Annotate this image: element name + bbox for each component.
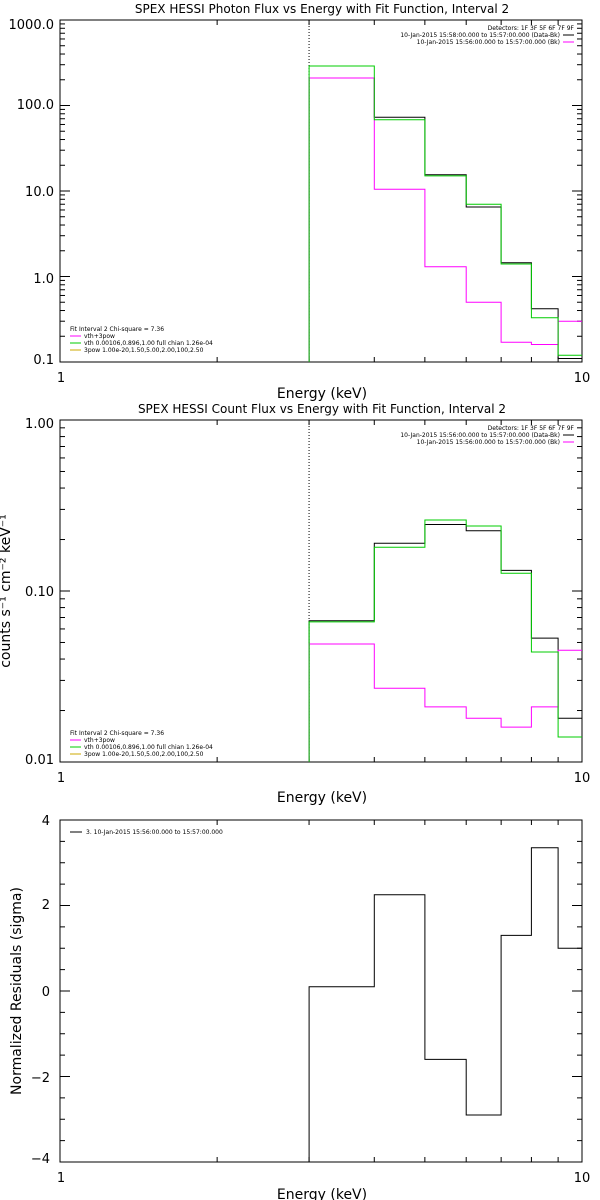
residuals-legend-text: 3. 10-Jan-2015 15:56:00.000 to 15:57:00.… xyxy=(86,829,223,836)
count-flux-legend-top: Detectors: 1F 3F 5F 6F 7F 9F 10-Jan-2015… xyxy=(400,425,574,446)
count-flux-series-data-bk xyxy=(308,524,582,762)
photon-flux-detectors: Detectors: 1F 3F 5F 6F 7F 9F xyxy=(488,25,575,32)
count-flux-series-background xyxy=(308,643,582,762)
photon-flux-legend-top: Detectors: 1F 3F 5F 6F 7F 9F 10-Jan-2015… xyxy=(400,25,574,46)
photon-flux-ytick-100: 100.0 xyxy=(17,98,54,113)
residuals-ytick-minus4: −4 xyxy=(31,1152,50,1167)
count-flux-legend-data: 10-Jan-2015 15:56:00.000 to 15:57:00.000… xyxy=(400,432,560,439)
residuals-axis-ticks xyxy=(59,819,583,1163)
photon-flux-xtick-10: 10 xyxy=(574,371,591,386)
photon-flux-ytick-1000: 1000.0 xyxy=(9,18,55,33)
residuals-series-residuals xyxy=(308,847,582,1162)
count-flux-xlabel: Energy (keV) xyxy=(277,790,367,806)
count-flux-ytick-0.01: 0.01 xyxy=(25,753,54,768)
photon-flux-frame xyxy=(59,19,583,363)
residuals-ytick-minus2: −2 xyxy=(31,1071,50,1086)
count-flux-fit-header: Fit Interval 2 Chi-square = 7.36 xyxy=(70,730,164,737)
photon-flux-ytick-1: 1.0 xyxy=(33,272,54,287)
residuals-ytick-0: 0 xyxy=(42,985,50,1000)
photon-flux-legend-bk: 10-Jan-2015 15:56:00.000 to 15:57:00.000… xyxy=(417,39,560,46)
residuals-legend: 3. 10-Jan-2015 15:56:00.000 to 15:57:00.… xyxy=(70,829,223,836)
count-flux-title: SPEX HESSI Count Flux vs Energy with Fit… xyxy=(138,402,506,416)
photon-flux-series-data-bk xyxy=(308,77,582,362)
residuals-xtick-10: 10 xyxy=(574,1171,591,1186)
count-flux-detectors: Detectors: 1F 3F 5F 6F 7F 9F xyxy=(488,425,575,432)
residuals-series xyxy=(308,847,582,1162)
photon-flux-panel: SPEX HESSI Photon Flux vs Energy with Fi… xyxy=(9,2,591,402)
count-flux-xtick-10: 10 xyxy=(574,771,591,786)
count-flux-legend-3pow: 3pow 1.00e-20,1.50,5.00,2.00,100,2.50 xyxy=(84,751,204,758)
photon-flux-series xyxy=(308,65,582,362)
residuals-ytick-4: 4 xyxy=(42,814,50,829)
count-flux-xtick-1: 1 xyxy=(57,771,65,786)
count-flux-axis-ticks xyxy=(59,419,583,763)
photon-flux-axis-ticks xyxy=(59,19,583,363)
photon-flux-legend-model: vth+3pow xyxy=(84,333,115,340)
count-flux-series-fit xyxy=(308,519,582,762)
photon-flux-legend-vth: vth 0.00106,0.896,1.00 full chian 1.26e-… xyxy=(84,340,213,347)
count-flux-ytick-1.00: 1.00 xyxy=(25,417,54,432)
count-flux-frame xyxy=(59,419,583,763)
count-flux-legend-bk: 10-Jan-2015 15:56:00.000 to 15:57:00.000… xyxy=(417,439,560,446)
count-flux-series xyxy=(308,519,582,762)
count-flux-panel: SPEX HESSI Count Flux vs Energy with Fit… xyxy=(0,402,590,806)
residuals-ylabel: Normalized Residuals (sigma) xyxy=(9,887,25,1095)
count-flux-ylabel: counts s⁻¹ cm⁻² keV⁻¹ xyxy=(0,514,14,668)
photon-flux-series-background xyxy=(308,77,582,362)
photon-flux-ytick-0.1: 0.1 xyxy=(33,353,54,368)
count-flux-legend-bottom: Fit Interval 2 Chi-square = 7.36 vth+3po… xyxy=(70,730,213,758)
photon-flux-legend-data: 10-Jan-2015 15:58:00.000 to 15:57:00.000… xyxy=(400,32,560,39)
photon-flux-legend-3pow: 3pow 1.00e-20,1.50,5.00,2.00,100,2.50 xyxy=(84,347,204,354)
photon-flux-xlabel: Energy (keV) xyxy=(277,386,367,402)
residuals-ytick-2: 2 xyxy=(42,898,50,913)
residuals-xtick-1: 1 xyxy=(57,1171,65,1186)
count-flux-legend-model: vth+3pow xyxy=(84,737,115,744)
photon-flux-legend-bottom: Fit Interval 2 Chi-square = 7.36 vth+3po… xyxy=(70,326,213,354)
photon-flux-title: SPEX HESSI Photon Flux vs Energy with Fi… xyxy=(135,2,509,16)
count-flux-ytick-0.10: 0.10 xyxy=(25,585,54,600)
residuals-frame xyxy=(59,819,583,1163)
photon-flux-fit-header: Fit Interval 2 Chi-square = 7.36 xyxy=(70,326,164,333)
photon-flux-series-fit xyxy=(308,65,582,362)
photon-flux-ytick-10: 10.0 xyxy=(25,185,54,200)
residuals-xlabel: Energy (keV) xyxy=(277,1187,367,1200)
residuals-panel: 4 2 0 −2 −4 1 10 Energy (keV) Normalized… xyxy=(9,814,590,1200)
count-flux-legend-vth: vth 0.00106,0.896,1.00 full chian 1.26e-… xyxy=(84,744,213,751)
photon-flux-xtick-1: 1 xyxy=(57,371,65,386)
